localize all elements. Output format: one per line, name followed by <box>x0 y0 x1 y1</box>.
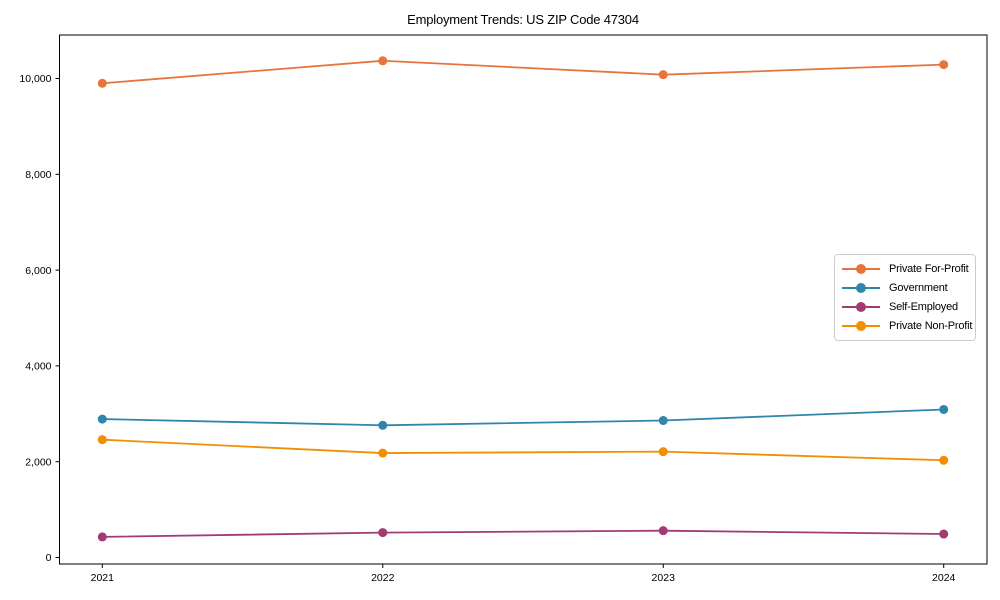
legend-label: Self-Employed <box>889 301 958 314</box>
data-point-marker <box>658 416 668 426</box>
legend-item: Self-Employed <box>842 298 968 317</box>
y-axis-tick-label: 0 <box>46 552 52 564</box>
data-point-marker <box>658 447 668 457</box>
x-axis-tick-label: 2022 <box>371 572 395 584</box>
y-axis-tick-label: 10,000 <box>19 73 51 85</box>
data-point-marker <box>378 56 388 66</box>
legend-label: Private Non-Profit <box>889 320 973 333</box>
data-point-marker <box>97 532 107 542</box>
x-axis-tick-label: 2023 <box>652 572 676 584</box>
legend-item: Private Non-Profit <box>842 317 972 336</box>
data-point-marker <box>658 526 668 536</box>
legend-label: Private For-Profit <box>889 262 969 275</box>
y-axis-tick-label: 4,000 <box>25 361 51 373</box>
chart-title: Employment Trends: US ZIP Code 47304 <box>407 12 639 27</box>
data-point-marker <box>658 70 668 80</box>
data-point-marker <box>97 78 107 88</box>
data-point-marker <box>97 435 107 445</box>
data-point-marker <box>939 529 949 539</box>
series-line-private-for-profit <box>102 59 944 85</box>
legend-line-marker-icon <box>842 321 880 332</box>
y-axis-tick-label: 6,000 <box>25 265 51 277</box>
series-line-private-non-profit <box>102 438 944 462</box>
x-axis-tick-label: 2021 <box>91 572 115 584</box>
legend: Private For-Profit Government Self-Employe… <box>834 254 976 341</box>
data-point-marker <box>939 60 949 70</box>
legend-item: Private For-Profit <box>842 259 969 278</box>
data-point-marker <box>378 448 388 458</box>
x-axis-tick-label: 2024 <box>932 572 956 584</box>
y-axis-tick-label: 8,000 <box>25 169 51 181</box>
data-point-marker <box>378 528 388 538</box>
legend-item: Government <box>842 278 968 297</box>
y-axis-tick-label: 2,000 <box>25 456 51 468</box>
legend-label: Government <box>889 281 948 294</box>
data-point-marker <box>97 414 107 424</box>
legend-line-marker-icon <box>842 263 880 274</box>
axes-box <box>59 34 988 565</box>
data-point-marker <box>378 420 388 430</box>
legend-line-marker-icon <box>842 302 880 313</box>
series-line-self-employed <box>102 529 944 538</box>
series-line-government <box>102 408 944 427</box>
legend-line-marker-icon <box>842 282 880 293</box>
data-point-marker <box>939 455 949 465</box>
data-point-marker <box>939 404 949 414</box>
